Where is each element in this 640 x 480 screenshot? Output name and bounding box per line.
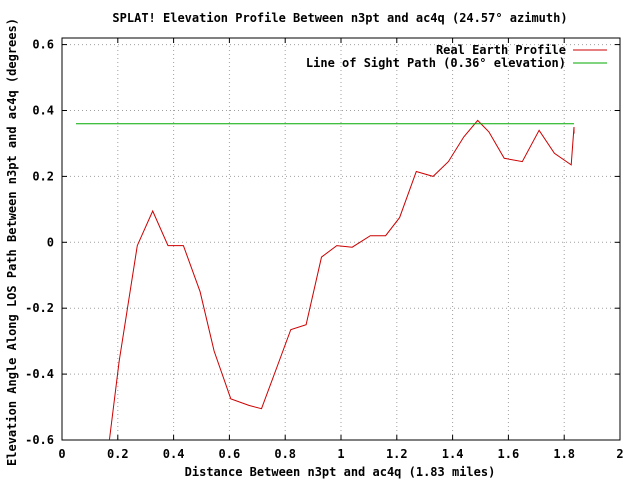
plot-frame	[61, 37, 621, 441]
x-tick-label: 1	[337, 447, 344, 461]
x-tick-label: 0.2	[107, 447, 129, 461]
y-axis-label: Elevation Angle Along LOS Path Between n…	[5, 18, 19, 466]
x-tick-label: 2	[616, 447, 623, 461]
x-tick-label: 1.6	[498, 447, 520, 461]
series-line-1	[108, 119, 575, 440]
y-tick-label: 0.4	[32, 103, 54, 117]
y-tick-label: -0.4	[25, 367, 54, 381]
legend-label-1: Real Earth Profile	[436, 43, 566, 57]
y-tick-label: -0.6	[25, 433, 54, 447]
series-layer	[76, 119, 575, 440]
y-tick-label: 0	[47, 235, 54, 249]
chart-title: SPLAT! Elevation Profile Between n3pt an…	[112, 11, 567, 25]
x-tick-label: 0.8	[274, 447, 296, 461]
x-tick-label: 0.4	[163, 447, 185, 461]
x-tick-label: 1.2	[386, 447, 408, 461]
x-tick-label: 1.8	[553, 447, 575, 461]
x-tick-label: 0	[58, 447, 65, 461]
y-tick-label: 0.6	[32, 38, 54, 52]
x-tick-label: 0.6	[219, 447, 241, 461]
y-tick-label: -0.2	[25, 301, 54, 315]
grid	[61, 38, 621, 441]
axes: 0 0.2 0.4 0.6 0.8 1 1.2 1.4 1.6 1.8 2 -0.6 -0.4 -0.2 0…	[25, 37, 624, 461]
x-axis-label: Distance Between n3pt and ac4q (1.83 mil…	[185, 465, 496, 479]
y-tick-label: 0.2	[32, 169, 54, 183]
legend-label-2: Line of Sight Path (0.36° elevation)	[306, 56, 566, 70]
x-tick-label: 1.4	[442, 447, 464, 461]
